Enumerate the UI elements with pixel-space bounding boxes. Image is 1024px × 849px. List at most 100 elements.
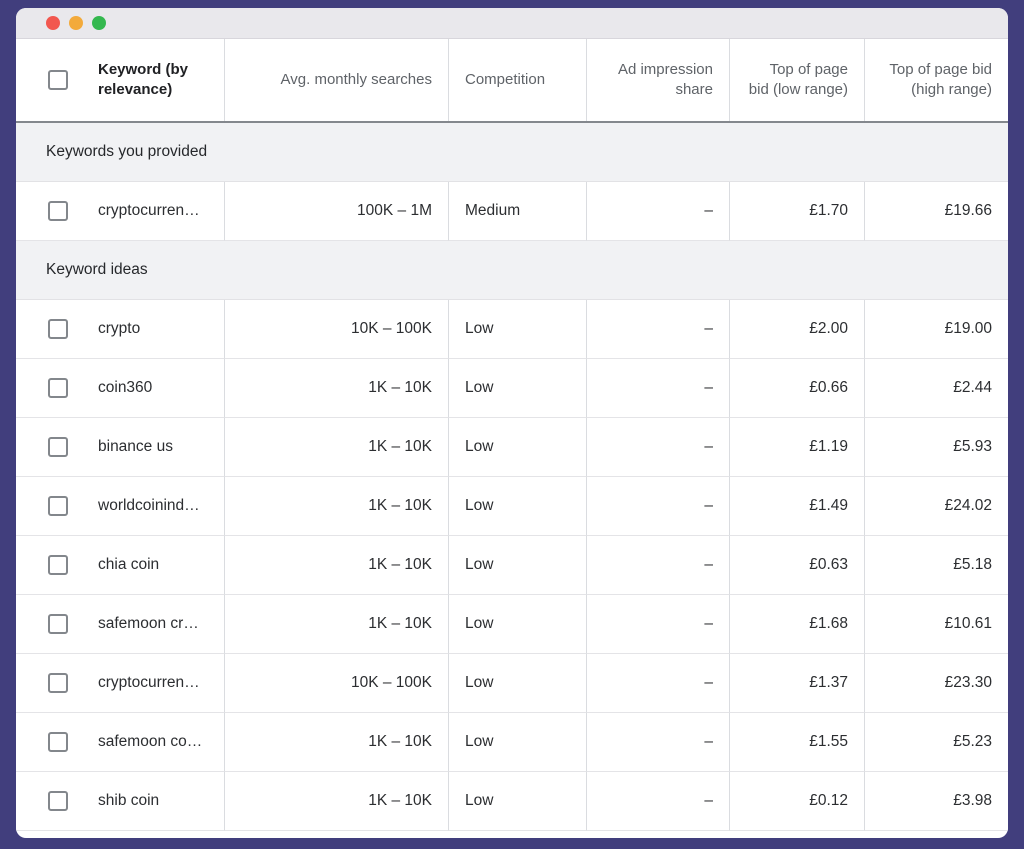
ad-impression-share-cell: – [587,300,730,359]
keyword-cell: worldcoinind… [16,477,225,536]
competition-cell: Low [449,359,587,418]
bid-low-cell: £0.63 [730,536,865,595]
avg-monthly-searches-cell: 1K – 10K [225,595,449,654]
column-header-keyword[interactable]: Keyword (by relevance) [16,39,225,121]
avg-monthly-searches-cell: 10K – 100K [225,300,449,359]
section-header-row: Keywords you provided [16,123,1008,182]
minimize-button[interactable] [69,16,83,30]
column-header-top-of-page-bid-high[interactable]: Top of page bid (high range) [865,39,1008,121]
row-checkbox[interactable] [48,555,68,575]
keyword-label: chia coin [98,556,160,573]
keyword-label: shib coin [98,792,160,809]
competition-cell: Low [449,300,587,359]
bid-high-cell: £5.93 [865,418,1008,477]
table-row: chia coin 1K – 10K Low – £0.63 £5.18 [16,536,1008,595]
row-checkbox[interactable] [48,378,68,398]
column-header-avg-monthly-searches[interactable]: Avg. monthly searches [225,39,449,121]
ad-impression-share-cell: – [587,418,730,477]
table-row: shib coin 1K – 10K Low – £0.12 £3.98 [16,772,1008,831]
ad-impression-share-cell: – [587,182,730,241]
column-header-top-of-page-bid-low[interactable]: Top of page bid (low range) [730,39,865,121]
avg-monthly-searches-cell: 1K – 10K [225,477,449,536]
competition-cell: Low [449,772,587,831]
bid-low-cell: £0.12 [730,772,865,831]
keyword-cell: coin360 [16,359,225,418]
column-header-label: Competition [465,71,546,88]
avg-monthly-searches-cell: 1K – 10K [225,359,449,418]
competition-cell: Low [449,595,587,654]
bid-low-cell: £1.68 [730,595,865,654]
avg-monthly-searches-cell: 1K – 10K [225,536,449,595]
table-row: safemoon co… 1K – 10K Low – £1.55 £5.23 [16,713,1008,772]
ad-impression-share-cell: – [587,772,730,831]
table-body: Keywords you provided cryptocurren… 100K –… [16,123,1008,831]
column-header-competition[interactable]: Competition [449,39,587,121]
keyword-planner-window: Keyword (by relevance) Avg. monthly sear… [16,8,1008,838]
keyword-label: crypto [98,320,141,337]
bid-high-cell: £23.30 [865,654,1008,713]
bid-low-cell: £1.70 [730,182,865,241]
keyword-label: binance us [98,438,173,455]
table-row: binance us 1K – 10K Low – £1.19 £5.93 [16,418,1008,477]
row-checkbox[interactable] [48,614,68,634]
row-checkbox[interactable] [48,732,68,752]
competition-cell: Low [449,536,587,595]
keyword-cell: safemoon co… [16,713,225,772]
ad-impression-share-cell: – [587,359,730,418]
column-header-keyword-label: Keyword (by relevance) [98,61,189,98]
bid-high-cell: £5.23 [865,713,1008,772]
competition-cell: Low [449,418,587,477]
bid-high-cell: £3.98 [865,772,1008,831]
table-row: cryptocurren… 10K – 100K Low – £1.37 £23.30 [16,654,1008,713]
select-all-checkbox[interactable] [48,70,68,90]
ad-impression-share-cell: – [587,713,730,772]
column-header-label: Ad impression share [617,61,713,98]
keyword-cell: cryptocurren… [16,654,225,713]
row-checkbox[interactable] [48,496,68,516]
row-checkbox[interactable] [48,201,68,221]
row-checkbox[interactable] [48,437,68,457]
avg-monthly-searches-cell: 1K – 10K [225,713,449,772]
avg-monthly-searches-cell: 1K – 10K [225,418,449,477]
column-header-ad-impression-share[interactable]: Ad impression share [587,39,730,121]
keyword-label: worldcoinind… [98,497,200,514]
table-row: coin360 1K – 10K Low – £0.66 £2.44 [16,359,1008,418]
column-header-label: Top of page bid (low range) [748,61,848,98]
column-header-label: Avg. monthly searches [280,71,432,88]
row-checkbox[interactable] [48,791,68,811]
bid-low-cell: £2.00 [730,300,865,359]
keyword-label: coin360 [98,379,153,396]
ad-impression-share-cell: – [587,654,730,713]
bid-high-cell: £19.00 [865,300,1008,359]
window-titlebar[interactable] [16,8,1008,39]
bid-low-cell: £1.55 [730,713,865,772]
avg-monthly-searches-cell: 10K – 100K [225,654,449,713]
keyword-cell: binance us [16,418,225,477]
table-row: worldcoinind… 1K – 10K Low – £1.49 £24.02 [16,477,1008,536]
section-header-label: Keyword ideas [46,261,148,278]
bid-low-cell: £0.66 [730,359,865,418]
keyword-cell: shib coin [16,772,225,831]
row-checkbox[interactable] [48,319,68,339]
competition-cell: Low [449,654,587,713]
bid-high-cell: £2.44 [865,359,1008,418]
row-checkbox[interactable] [48,673,68,693]
keyword-label: safemoon cr… [98,615,199,632]
section-header-row: Keyword ideas [16,241,1008,300]
competition-cell: Medium [449,182,587,241]
close-button[interactable] [46,16,60,30]
ad-impression-share-cell: – [587,595,730,654]
keyword-cell: safemoon cr… [16,595,225,654]
bid-low-cell: £1.49 [730,477,865,536]
keyword-label: safemoon co… [98,733,203,750]
section-header-label: Keywords you provided [46,143,208,160]
maximize-button[interactable] [92,16,106,30]
avg-monthly-searches-cell: 100K – 1M [225,182,449,241]
table-row: crypto 10K – 100K Low – £2.00 £19.00 [16,300,1008,359]
bid-high-cell: £24.02 [865,477,1008,536]
bid-low-cell: £1.19 [730,418,865,477]
bid-low-cell: £1.37 [730,654,865,713]
keyword-label: cryptocurren… [98,674,200,691]
table-row: cryptocurren… 100K – 1M Medium – £1.70 £19.66 [16,182,1008,241]
